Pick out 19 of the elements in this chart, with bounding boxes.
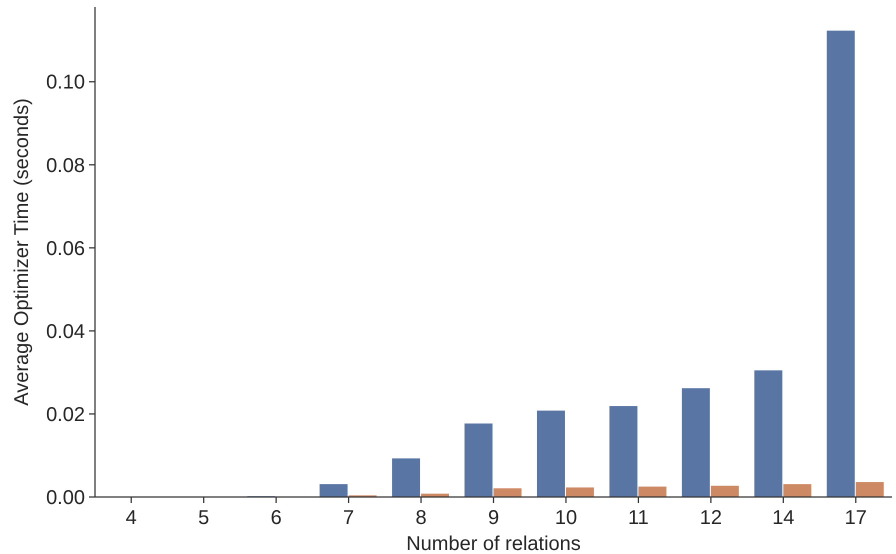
x-tick-label: 6 <box>270 507 282 529</box>
x-axis-title: Number of relations <box>406 533 581 554</box>
x-tick-label: 11 <box>628 507 649 529</box>
x-tick-label: 4 <box>126 507 137 529</box>
x-tick-label: 8 <box>415 507 427 529</box>
y-tick-label: 0.00 <box>46 487 85 509</box>
x-tick-label: 7 <box>343 507 354 529</box>
y-tick-label: 0.10 <box>46 72 85 94</box>
y-tick-label: 0.02 <box>46 404 85 426</box>
x-tick-label: 14 <box>772 507 794 529</box>
y-tick-label: 0.08 <box>46 154 85 177</box>
x-tick-label: 5 <box>198 507 210 529</box>
y-axis-title: Average Optimizer Time (seconds) <box>11 98 33 406</box>
x-tick-label: 17 <box>844 507 867 529</box>
x-tick-label: 9 <box>488 507 500 529</box>
x-tick-label: 12 <box>700 507 722 529</box>
x-tick-label: 10 <box>554 507 578 529</box>
y-tick-label: 0.06 <box>46 238 85 260</box>
y-tick-label: 0.04 <box>46 320 85 343</box>
